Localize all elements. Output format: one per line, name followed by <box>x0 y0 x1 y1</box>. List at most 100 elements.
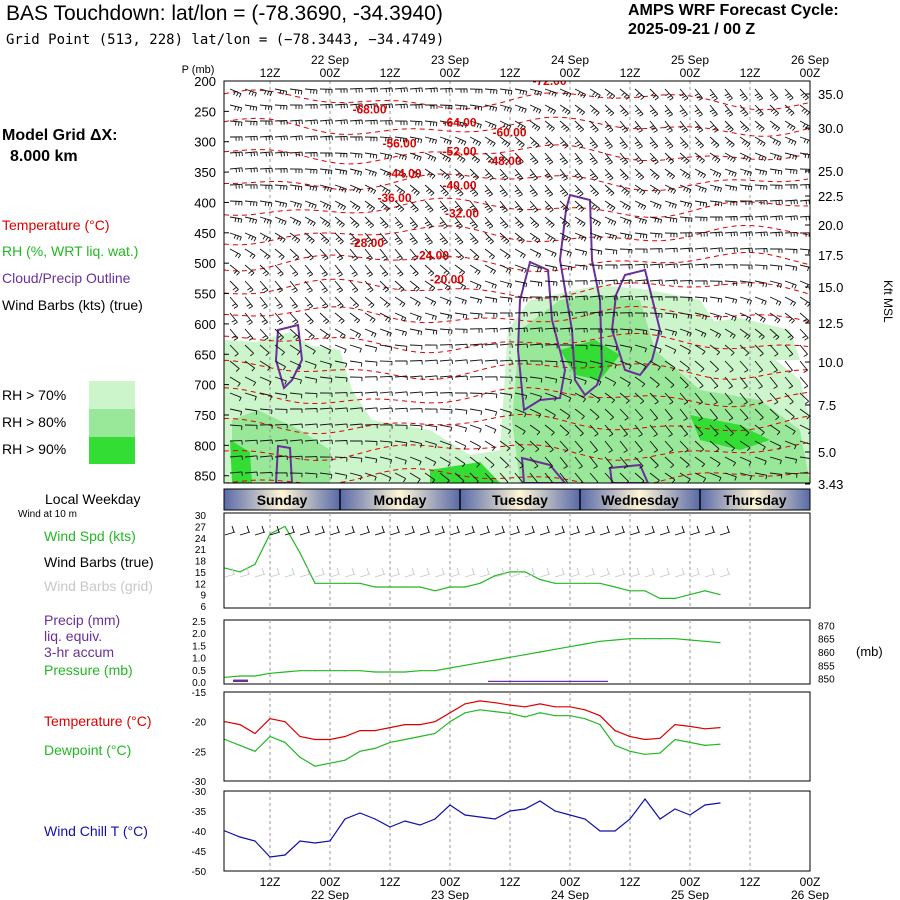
wind-barb-894 <box>769 440 782 450</box>
wind-barb-330 <box>499 216 509 229</box>
wind-barb-700 <box>784 360 793 373</box>
wind-barb-533 <box>619 295 633 301</box>
pressure-point-15 <box>449 667 451 669</box>
wind-barb-349 <box>784 215 798 221</box>
wind-barb-grid-30 <box>674 567 686 578</box>
wind-barb-817 <box>784 408 795 420</box>
wind-chill-point-24 <box>584 818 586 820</box>
wind-barb-858 <box>229 440 243 445</box>
wind-chill-point-29 <box>659 818 661 820</box>
wind-barb-587 <box>259 328 269 341</box>
wind-barb-577 <box>694 312 708 320</box>
wind-barb-69 <box>679 104 688 117</box>
dewpoint-point-4 <box>284 741 286 744</box>
wind-barb-215 <box>529 168 538 181</box>
wind-barb-497 <box>664 279 678 285</box>
wind-barb-760 <box>514 392 528 400</box>
wind-barb-537 <box>679 296 693 302</box>
wind-barb-706 <box>289 376 303 385</box>
wind-barb-433 <box>289 264 299 277</box>
wind-barb-151 <box>739 136 751 148</box>
wind-barb-348 <box>769 215 783 221</box>
wind-speed-point-30 <box>674 597 676 600</box>
wind-barb-718 <box>469 375 483 381</box>
dewpoint-point-12 <box>404 738 406 741</box>
pressure-point-23 <box>569 646 571 648</box>
wind-barb-767 <box>619 392 630 404</box>
wind-barb-827 <box>349 423 363 429</box>
precip-bar-21 <box>533 680 548 682</box>
pressure-tick-right-4: 850 <box>818 675 835 686</box>
wind-barb-true-29 <box>659 525 671 536</box>
wind-barb-grid-20 <box>524 567 536 578</box>
legend-cloud: Cloud/Precip Outline <box>2 270 131 286</box>
wind-barb-558 <box>409 312 422 321</box>
dewpoint-point-15 <box>449 721 451 723</box>
wind-barb-23 <box>574 88 587 99</box>
dewpoint-point-10 <box>374 747 376 750</box>
wind-barb-436 <box>334 264 343 277</box>
wind-barb-87 <box>364 119 378 125</box>
wind-barb-258 <box>589 184 599 197</box>
wind-barb-368 <box>484 232 494 245</box>
wind-speed-point-22 <box>554 582 556 584</box>
wind-barb-199 <box>289 168 303 174</box>
wind-barb-954 <box>499 472 509 483</box>
wind-barb-699 <box>769 360 778 373</box>
wind-barb-22 <box>559 88 572 98</box>
wind-barb-608 <box>574 327 588 333</box>
wind-barb-545 <box>799 296 810 307</box>
wind-barb-693 <box>679 360 690 372</box>
wind-barb-667 <box>289 360 302 370</box>
wind-barb-848 <box>664 424 673 437</box>
wind-barb-576 <box>679 312 693 320</box>
wind-barb-213 <box>499 168 509 181</box>
wind-barb-242 <box>349 184 362 194</box>
top-date-tick-3: 25 Sep <box>671 53 709 67</box>
wind-barb-462 <box>724 264 738 269</box>
wind-speed-point-8 <box>344 582 346 584</box>
wind-barb-898 <box>244 455 258 460</box>
wind-barb-201 <box>319 168 333 175</box>
wind-barb-133 <box>469 136 482 147</box>
wind-barb-884 <box>619 440 628 453</box>
wind-barb-967 <box>694 472 707 483</box>
wind-chill-point-12 <box>404 820 406 822</box>
wind-barb-490 <box>559 280 573 286</box>
wind-barb-889 <box>694 440 705 453</box>
wind-barb-367 <box>469 232 479 245</box>
wind-barb-85 <box>334 119 348 125</box>
wind-barb-938 <box>259 471 273 477</box>
wind-barb-261 <box>634 184 646 196</box>
wind-barb-475 <box>334 280 344 293</box>
wind-barb-747 <box>319 392 333 398</box>
wind-barb-141 <box>589 136 598 149</box>
wind-barb-696 <box>724 360 734 373</box>
wind-barb-144 <box>634 136 643 149</box>
wind-barb-true-13 <box>419 525 431 536</box>
wind-barb-639 <box>454 343 468 349</box>
wind-barb-366 <box>454 232 464 245</box>
wind-chill-point-6 <box>314 842 316 844</box>
wind-barb-397 <box>334 248 344 261</box>
wind-barb-123 <box>319 135 333 141</box>
wind-barb-584 <box>799 312 810 324</box>
dewpoint-point-25 <box>599 724 601 726</box>
wind-barb-271 <box>784 184 798 189</box>
wind-barb-381 <box>679 232 693 237</box>
chill-tick-4: -50 <box>192 867 207 878</box>
temperature-point-9 <box>359 730 361 732</box>
wind-barb-254 <box>529 184 538 197</box>
height-tick-label-8: 10.0 <box>818 355 843 370</box>
wind-barb-165 <box>364 152 378 159</box>
wind-barb-true-24 <box>584 525 596 536</box>
wind-barb-934 <box>784 456 798 464</box>
wind-chill-point-18 <box>494 818 496 820</box>
wind-barb-659 <box>754 344 764 357</box>
wind-barb-834 <box>454 424 468 433</box>
wind-barb-781 <box>244 408 258 415</box>
wind-barb-719 <box>484 376 498 381</box>
wind-barb-385 <box>739 231 753 237</box>
temperature-point-18 <box>494 702 496 704</box>
wind-barb-164 <box>349 152 363 159</box>
